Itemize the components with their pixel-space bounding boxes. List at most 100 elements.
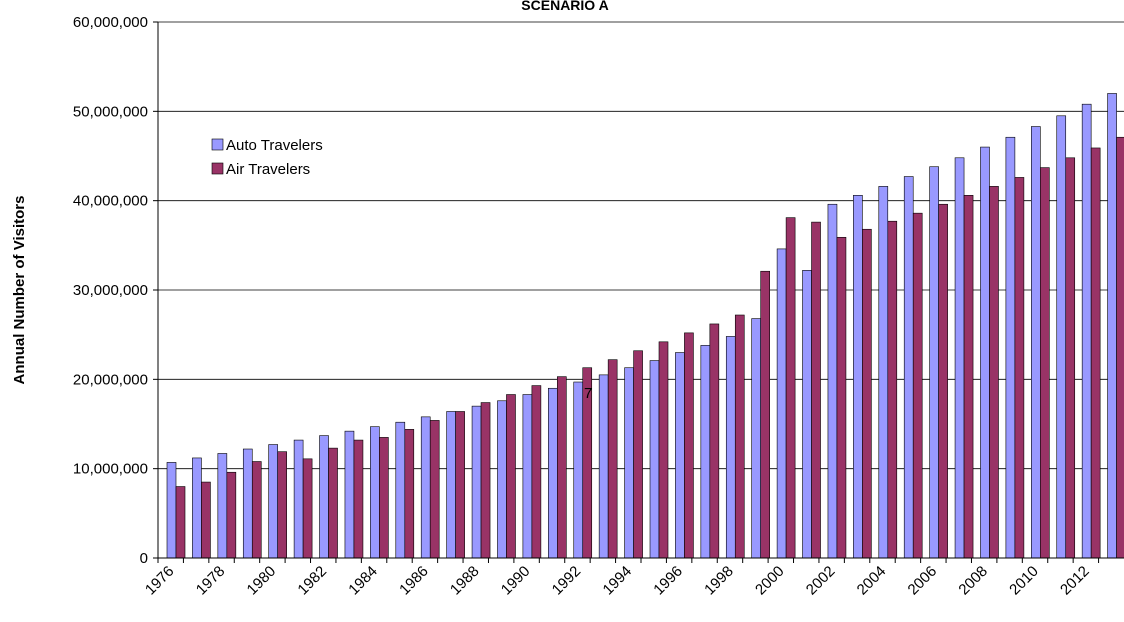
bar [201, 481, 211, 559]
bar [1065, 157, 1076, 559]
chart-title: SCENARIO A [521, 0, 608, 13]
y-tick-label: 0 [140, 550, 148, 567]
bar [836, 236, 847, 559]
bar [709, 323, 720, 559]
y-axis-label: Annual Number of Visitors [11, 196, 28, 385]
bar [938, 203, 948, 559]
x-tick-label: 2004 [854, 563, 890, 599]
bar [598, 374, 609, 559]
bar [175, 486, 186, 559]
x-tick-label: 1980 [244, 563, 280, 599]
bar [684, 332, 694, 559]
bar [1056, 115, 1067, 559]
bar [446, 411, 456, 559]
legend-swatch [211, 162, 224, 175]
bar [395, 421, 406, 559]
x-tick-label: 1982 [294, 563, 330, 599]
bar [522, 394, 533, 559]
annotation: 7 [584, 385, 592, 402]
bar [878, 186, 889, 559]
bar [506, 394, 516, 559]
bar [725, 336, 736, 559]
bar [1014, 177, 1025, 559]
bar [887, 220, 898, 559]
bar [624, 367, 634, 559]
legend: Auto Travelers Air Travelers [204, 131, 346, 181]
x-tick-label: 1986 [396, 563, 432, 599]
bar [675, 352, 685, 559]
bar [480, 402, 491, 559]
bar [420, 416, 431, 559]
bar [251, 461, 262, 559]
x-tick-label: 1994 [599, 563, 635, 599]
bar [785, 217, 796, 559]
bar [903, 176, 914, 559]
bar [548, 387, 558, 559]
bar [649, 360, 660, 559]
bar [497, 400, 507, 559]
bar [429, 420, 440, 559]
x-tick-label: 2002 [803, 563, 839, 599]
bar [811, 221, 821, 559]
bar [700, 345, 711, 559]
x-tick-label: 1992 [549, 563, 585, 599]
y-tick-label: 10,000,000 [73, 461, 148, 478]
y-tick-label: 20,000,000 [73, 371, 148, 388]
legend-box [204, 131, 346, 181]
x-tick-label: 2010 [1006, 563, 1042, 599]
x-tick-label: 1976 [142, 563, 178, 599]
bar [455, 411, 465, 559]
bar [344, 430, 355, 559]
bar [268, 444, 278, 559]
x-tick-label: 2000 [752, 563, 788, 599]
bar [1081, 103, 1092, 559]
x-tick-label: 1988 [447, 563, 483, 599]
bar [573, 381, 584, 559]
bar [954, 157, 965, 559]
bar [734, 314, 745, 559]
legend-label: Air Travelers [226, 161, 310, 178]
x-tick-label: 1978 [193, 563, 229, 599]
bar [217, 453, 228, 559]
legend-label: Auto Travelers [226, 137, 323, 154]
bar [1031, 126, 1041, 559]
bar [776, 248, 787, 559]
y-tick-label: 30,000,000 [73, 282, 148, 299]
bar [963, 195, 974, 559]
y-tick-label: 60,000,000 [73, 14, 148, 31]
bar [1090, 147, 1101, 559]
bar [929, 166, 939, 559]
bar [980, 146, 990, 559]
bar [404, 429, 415, 559]
bar [633, 350, 643, 559]
bar [353, 439, 364, 559]
y-tick-label: 50,000,000 [73, 103, 148, 120]
bar [370, 426, 380, 559]
bar [989, 186, 999, 559]
y-tick-label: 40,000,000 [73, 193, 148, 210]
bar [302, 458, 313, 559]
bar [293, 439, 304, 559]
bar [192, 457, 202, 559]
bar [319, 435, 329, 559]
bar [1107, 93, 1117, 559]
bar [166, 462, 177, 559]
bar [1116, 136, 1124, 559]
bar [471, 405, 482, 559]
bar [760, 270, 770, 559]
bar [912, 212, 923, 559]
x-tick-label: 1990 [498, 563, 534, 599]
bar [328, 447, 338, 559]
bar [802, 270, 812, 559]
bar [751, 318, 761, 559]
x-tick-label: 2006 [905, 563, 941, 599]
x-tick-label: 1996 [650, 563, 686, 599]
bar [658, 341, 669, 559]
bar [853, 195, 863, 559]
x-tick-label: 2012 [1057, 563, 1093, 599]
x-tick-label: 2008 [955, 563, 991, 599]
bar [862, 228, 872, 559]
x-tick-label: 1998 [701, 563, 737, 599]
bar [226, 471, 237, 559]
